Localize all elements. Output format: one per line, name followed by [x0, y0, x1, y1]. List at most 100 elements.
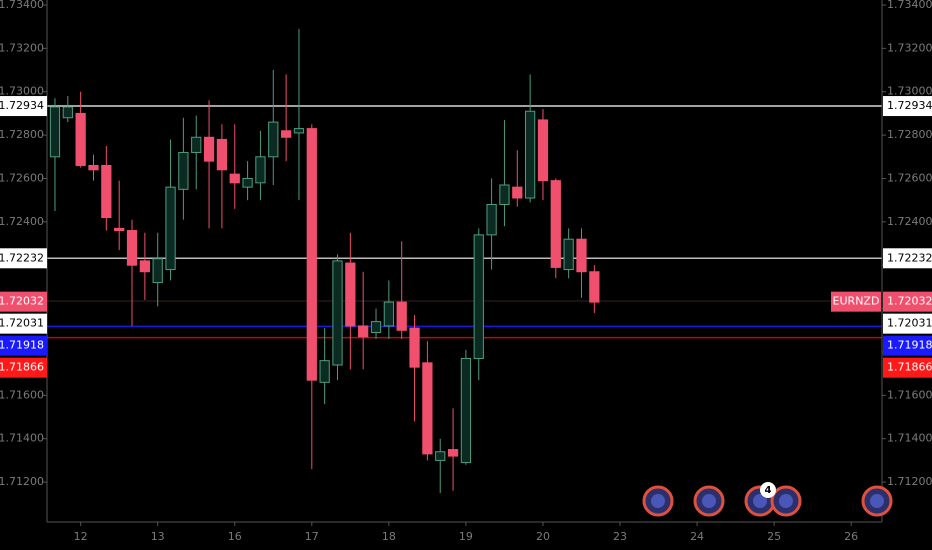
- candle-body: [447, 449, 459, 457]
- x-tick-label: 24: [690, 530, 704, 543]
- event-icon[interactable]: [770, 485, 802, 517]
- candle-body: [422, 362, 433, 455]
- price-label-bg: [0, 96, 47, 117]
- x-tick-label: 13: [151, 530, 165, 543]
- candle-body: [563, 238, 574, 271]
- candle-body: [396, 301, 407, 331]
- y-tick-label: 1.72400: [887, 215, 932, 228]
- price-label-bg: [883, 357, 932, 378]
- x-tick-label: 18: [382, 530, 396, 543]
- price-lines: [47, 105, 882, 339]
- candle-body: [525, 110, 536, 199]
- events: 4: [642, 482, 893, 517]
- price-label-bg: [883, 96, 932, 117]
- candle-body: [383, 301, 394, 327]
- price-label: 1.71918: [887, 339, 932, 352]
- event-flag: [779, 494, 793, 508]
- y-tick-label: 1.72600: [0, 171, 44, 184]
- x-tick-label: 25: [767, 530, 781, 543]
- candle-body: [486, 204, 497, 236]
- candle-body: [512, 186, 523, 199]
- y-tick-label: 1.73200: [887, 41, 932, 54]
- event-icon[interactable]: [642, 485, 674, 517]
- price-label-bg: [883, 335, 932, 356]
- y-tick-label: 1.72600: [887, 171, 932, 184]
- event-flag: [753, 494, 767, 508]
- candle-body: [576, 238, 587, 273]
- price-label: 1.72031: [887, 317, 932, 330]
- price-label: 1.72934: [887, 99, 932, 112]
- price-label: 1.71918: [0, 339, 44, 352]
- price-label-bg: [883, 248, 932, 269]
- candle-body: [191, 136, 202, 153]
- candle-body: [203, 136, 215, 162]
- event-icon[interactable]: [693, 485, 725, 517]
- y-tick-label: 1.71600: [887, 388, 932, 401]
- candle-body: [165, 186, 176, 271]
- candle-body: [499, 184, 510, 206]
- candle-body: [75, 112, 86, 166]
- x-tick-label: 20: [536, 530, 550, 543]
- y-tick-label: 1.72400: [0, 215, 44, 228]
- y-tick-label: 1.73400: [0, 0, 44, 11]
- x-tick-label: 19: [459, 530, 473, 543]
- price-label: 1.72232: [887, 251, 932, 264]
- candle-body: [409, 327, 420, 368]
- candle-body: [473, 234, 484, 359]
- price-label-bg: [0, 291, 47, 312]
- candle-body: [88, 164, 99, 171]
- candle-body: [62, 106, 73, 119]
- price-label: 1.72232: [0, 251, 44, 264]
- price-label: 1.72032: [0, 295, 44, 308]
- y-tick-label: 1.73400: [887, 0, 932, 11]
- candle-body: [242, 177, 253, 188]
- symbol-tag: EURNZD: [833, 295, 880, 308]
- candle-body: [319, 360, 330, 383]
- symbol-tag-bg: [831, 291, 881, 312]
- price-label-bg: [883, 291, 932, 312]
- y-tick-label: 1.71600: [0, 388, 44, 401]
- price-label: 1.71866: [887, 361, 932, 374]
- candle-body: [537, 119, 549, 182]
- price-label-bg: [0, 313, 47, 334]
- candle-body: [370, 321, 382, 333]
- candle-body: [216, 138, 228, 171]
- y-tick-label: 1.73200: [0, 41, 44, 54]
- price-label: 1.71866: [0, 361, 44, 374]
- event-icon[interactable]: [861, 485, 893, 517]
- price-label: 1.72934: [0, 99, 44, 112]
- event-badge-count: 4: [765, 485, 772, 496]
- x-tick-label: 12: [74, 530, 88, 543]
- candle-body: [550, 180, 561, 268]
- y-tick-label: 1.73000: [0, 85, 44, 98]
- candle-body: [345, 262, 356, 327]
- candle-body: [229, 173, 240, 184]
- y-tick-label: 1.71400: [887, 432, 932, 445]
- candle-body: [139, 260, 150, 273]
- candle-body: [280, 130, 292, 138]
- x-tick-label: 23: [613, 530, 627, 543]
- event-badge: [760, 482, 776, 498]
- price-label-bg: [883, 313, 932, 334]
- candle-body: [435, 451, 446, 461]
- price-label: 1.72031: [0, 317, 44, 330]
- candles: [49, 28, 600, 493]
- y-tick-label: 1.73000: [887, 85, 932, 98]
- price-label-bg: [0, 357, 47, 378]
- event-flag: [651, 494, 665, 508]
- candle-body: [152, 258, 163, 284]
- candle-body: [178, 151, 189, 190]
- x-tick-label: 17: [305, 530, 319, 543]
- candle-body: [358, 325, 369, 338]
- price-label: 1.72032: [887, 295, 932, 308]
- x-tick-label: 16: [228, 530, 242, 543]
- candle-body: [306, 128, 317, 381]
- y-tick-label: 1.72800: [0, 128, 44, 141]
- candle-body: [255, 156, 266, 184]
- price-label-bg: [0, 248, 47, 269]
- price-label-bg: [0, 335, 47, 356]
- candle-body: [332, 260, 343, 366]
